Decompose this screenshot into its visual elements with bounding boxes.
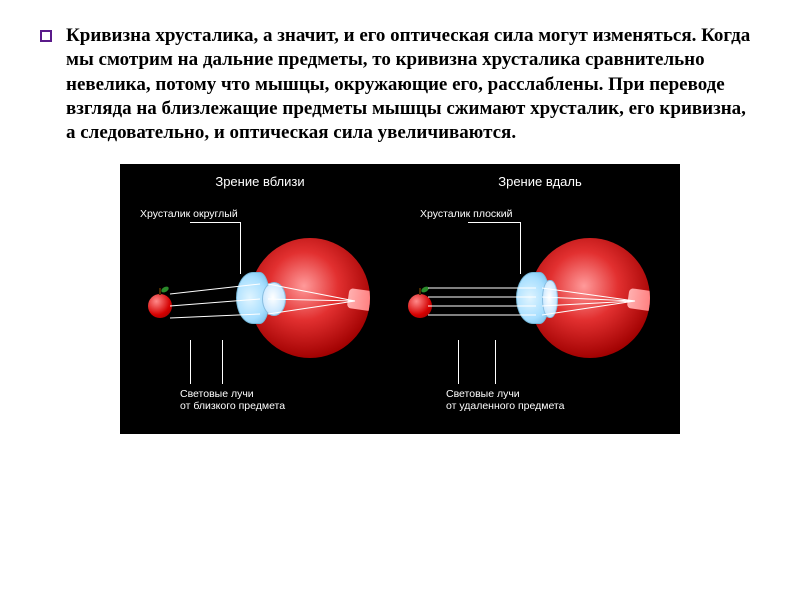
diagram-container: Зрение вблизи Хрусталик округлый Светов: [40, 164, 760, 434]
lens-flat: [542, 280, 558, 318]
apple-icon: [408, 294, 432, 318]
apple-icon: [148, 294, 172, 318]
eye-accommodation-diagram: Зрение вблизи Хрусталик округлый Светов: [120, 164, 680, 434]
lens-label-near: Хрусталик округлый: [140, 208, 238, 220]
panel-near-vision: Зрение вблизи Хрусталик округлый Светов: [120, 164, 400, 434]
panel-far-vision: Зрение вдаль Хрусталик плоский: [400, 164, 680, 434]
main-text: Кривизна хрусталика, а значит, и его опт…: [66, 24, 760, 146]
lens-label-far: Хрусталик плоский: [420, 208, 513, 220]
leader-line: [458, 340, 459, 384]
leader-line: [495, 340, 496, 384]
bullet-marker: [40, 30, 52, 42]
bulleted-paragraph: Кривизна хрусталика, а значит, и его опт…: [40, 24, 760, 146]
panel-near-title: Зрение вблизи: [120, 174, 400, 189]
leader-line: [190, 340, 191, 384]
eye-near: [240, 234, 375, 362]
leader-line: [190, 222, 240, 223]
leader-line: [222, 340, 223, 384]
leader-line: [468, 222, 520, 223]
rays-label-near: Световые лучи от близкого предмета: [180, 388, 285, 412]
eye-far: [520, 234, 655, 362]
lens-round: [262, 282, 286, 316]
panel-far-title: Зрение вдаль: [400, 174, 680, 189]
rays-label-far: Световые лучи от удаленного предмета: [446, 388, 564, 412]
